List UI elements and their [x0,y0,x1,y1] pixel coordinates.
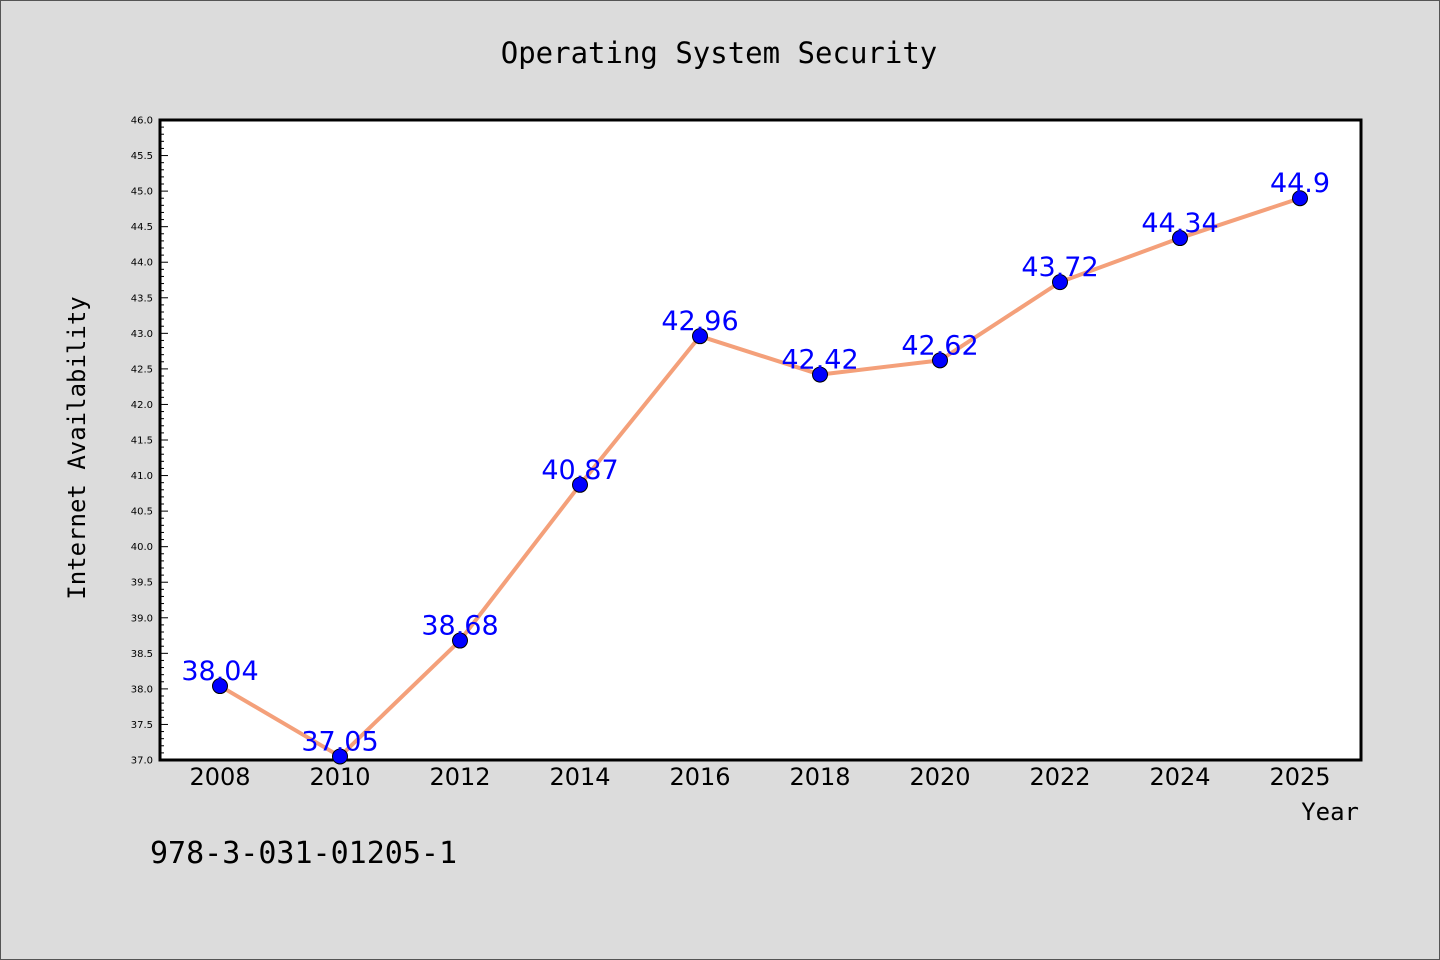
y-tick-label: 38.5 [131,649,153,660]
y-tick-label: 44.5 [131,222,153,233]
y-tick-label: 42.0 [131,400,153,411]
y-tick-label: 41.5 [131,436,153,447]
plot-area [158,118,1363,762]
y-tick-label: 42.5 [131,364,153,375]
y-axis-ticks [160,119,168,761]
data-point [692,328,708,345]
data-label: 42.96 [661,306,738,337]
y-tick-label: 39.0 [131,613,153,624]
data-point [1052,274,1068,291]
y-tick-label: 46.0 [131,116,153,127]
x-tick-label: 2010 [309,763,370,791]
x-tick-label: 2008 [189,763,250,791]
x-axis-label: Year [1301,798,1359,826]
data-label: 44.9 [1270,168,1330,199]
x-tick-label: 2025 [1269,763,1330,791]
y-tick-label: 43.5 [131,293,153,304]
data-point [332,748,348,765]
data-label: 42.62 [901,330,978,361]
y-axis-label: Internet Availability [63,296,91,599]
isbn-label: 978-3-031-01205-1 [150,836,457,871]
x-tick-label: 2018 [789,763,850,791]
data-label: 38.68 [421,611,498,642]
y-axis-tick-labels: 37.0 37.5 38.0 38.5 39.0 39.5 40.0 40.5 41.0 41.5… [131,116,153,767]
x-tick-label: 2022 [1029,763,1090,791]
y-tick-label: 45.0 [131,187,153,198]
y-tick-label: 43.0 [131,329,153,340]
data-label: 43.72 [1021,252,1098,283]
data-point [1292,190,1308,207]
data-label: 40.87 [541,455,618,486]
series-line [218,196,1302,759]
data-point [932,352,948,369]
y-tick-label: 39.5 [131,578,153,589]
data-label: 42.42 [781,345,858,376]
data-label: 37.05 [301,726,378,757]
y-tick-label: 40.5 [131,507,153,518]
data-point [452,632,468,649]
chart-title: Operating System Security [501,36,938,70]
x-tick-label: 2014 [549,763,610,791]
data-label: 44.34 [1141,208,1218,239]
y-tick-label: 45.5 [131,151,153,162]
series-line-group: 38.04 37.05 38.68 40.87 42.96 42.42 42.62 43.72… [181,168,1330,765]
y-tick-label: 38.0 [131,684,153,695]
y-tick-label: 37.0 [131,756,153,767]
x-axis-tick-labels: 2008 2010 2012 2014 2016 2018 2020 2022 2024 2025 [189,763,1330,791]
y-tick-label: 37.5 [131,720,153,731]
data-point [572,476,588,493]
y-tick-label: 41.0 [131,471,153,482]
x-tick-label: 2020 [909,763,970,791]
data-label: 38.04 [181,656,258,687]
x-tick-label: 2024 [1149,763,1210,791]
y-tick-label: 40.0 [131,542,153,553]
y-tick-label: 44.0 [131,258,153,269]
data-point [812,366,828,383]
data-point [212,678,228,695]
x-tick-label: 2012 [429,763,490,791]
x-tick-label: 2016 [669,763,730,791]
data-point [1172,230,1188,247]
